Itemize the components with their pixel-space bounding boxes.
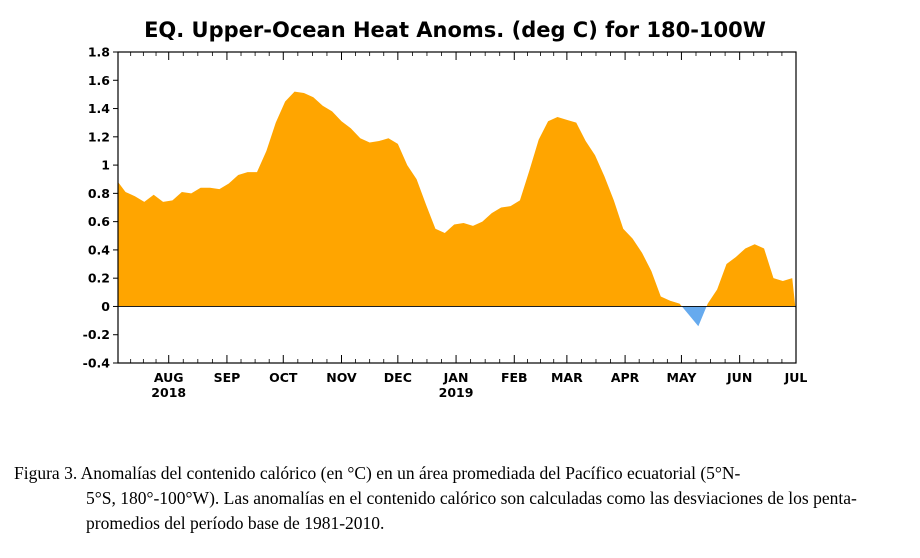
x-tick-label: APR: [611, 370, 640, 385]
chart-title: EQ. Upper-Ocean Heat Anoms. (deg C) for …: [144, 18, 766, 42]
y-tick-label: 1.6: [88, 73, 110, 88]
plot-area: [118, 91, 796, 327]
x-tick-label: JUL: [784, 370, 808, 385]
x-tick-label: NOV: [326, 370, 357, 385]
y-tick-label: -0.2: [83, 327, 110, 342]
y-tick-label: -0.4: [83, 356, 111, 371]
x-tick-label: FEB: [501, 370, 528, 385]
y-tick-label: 0.8: [88, 186, 110, 201]
x-year-label: 2018: [151, 385, 186, 400]
y-tick-label: 1: [101, 158, 110, 173]
x-tick-label: DEC: [384, 370, 412, 385]
y-tick-label: 1.2: [88, 129, 110, 144]
y-tick-label: 1.8: [88, 45, 110, 60]
figure-caption: Figura 3. Anomalías del contenido calóri…: [14, 461, 894, 536]
plot-frame: [117, 51, 797, 364]
x-year-label: 2019: [439, 385, 474, 400]
heat-anomaly-chart: EQ. Upper-Ocean Heat Anoms. (deg C) for …: [83, 18, 808, 400]
x-tick-label: MAY: [666, 370, 697, 385]
y-tick-label: 1.4: [88, 101, 110, 116]
caption-continuation: 5°S, 180°-100°W). Las anomalías en el co…: [86, 488, 857, 533]
y-tick-label: 0.6: [88, 214, 110, 229]
x-tick-label: MAR: [551, 370, 583, 385]
x-tick-label: OCT: [269, 370, 298, 385]
y-tick-label: 0.2: [88, 271, 110, 286]
x-tick-label: AUG: [154, 370, 184, 385]
x-tick-label: JAN: [443, 370, 469, 385]
y-tick-label: 0: [101, 299, 110, 314]
positive-anomaly-area: [118, 91, 796, 307]
x-tick-label: SEP: [214, 370, 241, 385]
y-tick-label: 0.4: [88, 242, 110, 257]
x-tick-label: JUN: [726, 370, 752, 385]
caption-line-1: Figura 3. Anomalías del contenido calóri…: [14, 463, 741, 483]
y-axis: 1.8 1.6 1.4 1.2 1 0.8 0.6 0.4 0.2 0 -0.2 -0.4: [83, 45, 118, 371]
